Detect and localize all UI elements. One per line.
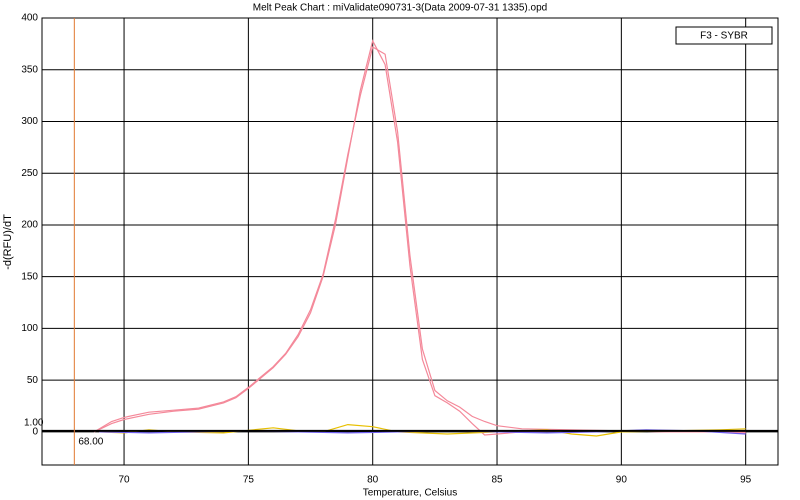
y-tick-label: 0	[32, 427, 38, 438]
y-tick-label: 400	[21, 13, 38, 24]
x-tick-label: 85	[491, 475, 503, 486]
x-tick-label: 95	[740, 475, 752, 486]
y-axis-label: -d(RFU)/dT	[2, 214, 14, 270]
legend-text: F3 - SYBR	[700, 31, 748, 42]
threshold-label: 1.00	[24, 417, 44, 428]
x-tick-label: 70	[118, 475, 130, 486]
chart-title: Melt Peak Chart : miValidate090731-3(Dat…	[253, 3, 547, 14]
y-tick-label: 50	[27, 375, 39, 386]
x-axis-label: Temperature, Celsius	[363, 488, 457, 499]
y-tick-label: 150	[21, 271, 38, 282]
y-tick-label: 100	[21, 323, 38, 334]
marker-label: 68.00	[78, 436, 103, 447]
plot-area	[41, 17, 779, 466]
y-tick-label: 200	[21, 220, 38, 231]
x-tick-label: 80	[367, 475, 379, 486]
y-tick-label: 300	[21, 116, 38, 127]
y-tick-label: 250	[21, 168, 38, 179]
x-tick-label: 75	[243, 475, 255, 486]
legend-box	[675, 26, 773, 45]
series-line	[93, 39, 746, 436]
x-tick-label: 90	[616, 475, 628, 486]
series-line	[93, 46, 746, 434]
y-tick-label: 350	[21, 64, 38, 75]
